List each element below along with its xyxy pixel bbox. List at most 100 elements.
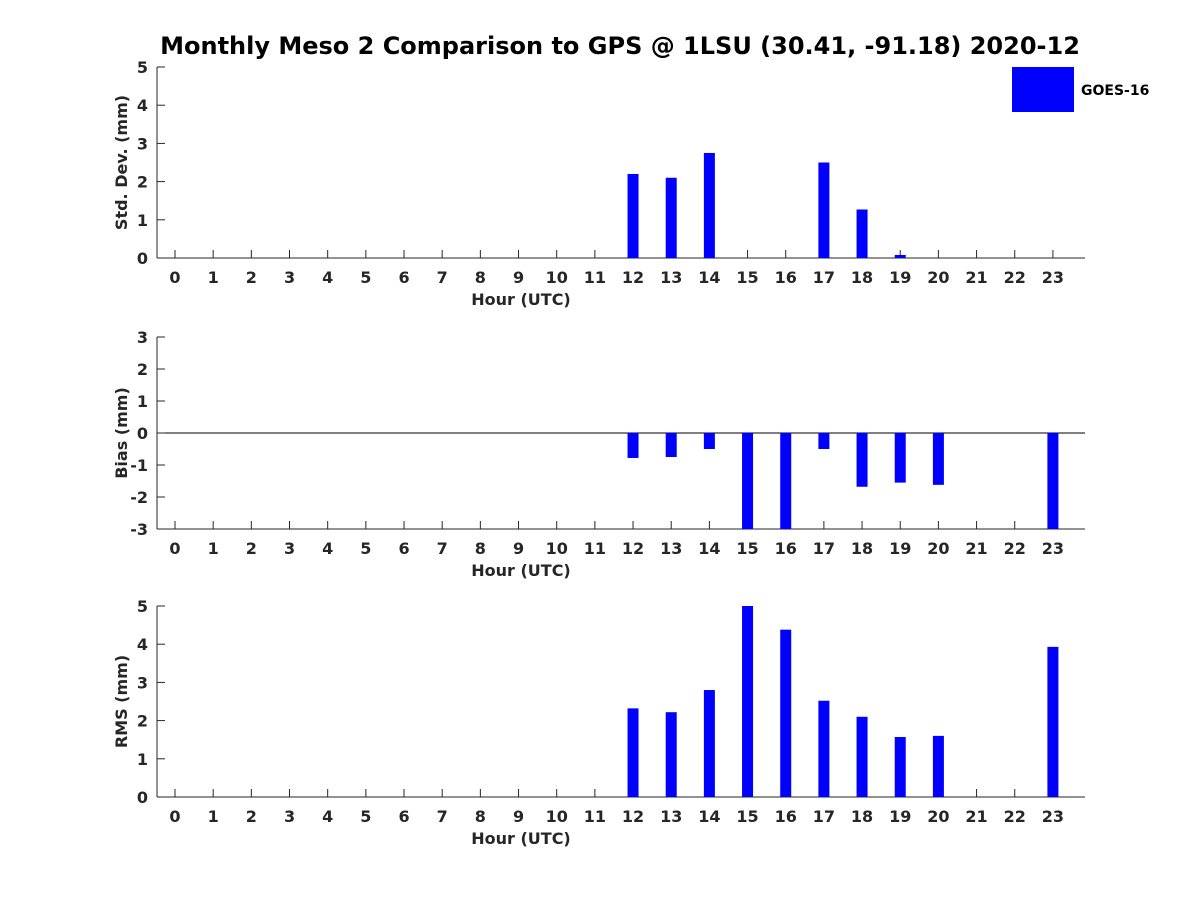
y-tick-label: 2 <box>137 360 148 379</box>
bar-hour-15 <box>742 433 754 529</box>
bar-hour-19 <box>894 254 906 258</box>
bar-hour-12 <box>627 173 639 258</box>
x-tick-label: 18 <box>851 268 873 287</box>
x-tick-label: 16 <box>775 539 797 558</box>
x-tick-label: 16 <box>775 807 797 826</box>
bar-hour-12 <box>627 708 639 797</box>
x-tick-label: 9 <box>513 807 524 826</box>
bar-hour-13 <box>665 712 677 797</box>
x-tick-label: 14 <box>698 807 720 826</box>
x-tick-label: 6 <box>398 268 409 287</box>
legend-label: GOES-16 <box>1081 83 1149 99</box>
y-tick-label: 0 <box>137 249 148 268</box>
bar-hour-19 <box>894 737 906 797</box>
x-tick-label: 0 <box>169 268 180 287</box>
x-tick-label: 13 <box>660 807 682 826</box>
x-tick-label: 5 <box>360 539 371 558</box>
bar-hour-18 <box>856 716 868 797</box>
bar-hour-16 <box>780 629 792 797</box>
y-tick-label: 5 <box>137 58 148 77</box>
x-tick-label: 22 <box>1004 807 1026 826</box>
y-tick-label: 5 <box>137 597 148 616</box>
y-axis-label: Std. Dev. (mm) <box>112 95 131 230</box>
x-tick-label: 10 <box>546 807 568 826</box>
x-tick-label: 14 <box>698 539 720 558</box>
x-axis-label: Hour (UTC) <box>471 290 571 309</box>
y-axis-label: RMS (mm) <box>112 655 131 748</box>
x-tick-label: 20 <box>927 539 949 558</box>
x-tick-label: 6 <box>398 539 409 558</box>
y-tick-label: -2 <box>130 488 148 507</box>
y-tick-label: 1 <box>137 211 148 230</box>
x-tick-label: 17 <box>813 539 835 558</box>
x-tick-label: 11 <box>584 539 606 558</box>
x-tick-label: 13 <box>660 268 682 287</box>
bar-hour-17 <box>818 700 830 797</box>
y-tick-label: 3 <box>137 673 148 692</box>
x-axis-label: Hour (UTC) <box>471 829 571 848</box>
x-tick-label: 3 <box>284 807 295 826</box>
x-tick-label: 4 <box>322 268 333 287</box>
y-tick-label: -3 <box>130 520 148 539</box>
x-tick-label: 17 <box>813 807 835 826</box>
y-tick-label: 2 <box>137 712 148 731</box>
x-tick-label: 8 <box>475 268 486 287</box>
y-tick-label: 0 <box>137 424 148 443</box>
x-tick-label: 10 <box>546 268 568 287</box>
y-tick-label: 3 <box>137 134 148 153</box>
bar-hour-12 <box>627 433 639 458</box>
y-tick-label: 3 <box>137 328 148 347</box>
x-tick-label: 7 <box>437 539 448 558</box>
x-tick-label: 9 <box>513 539 524 558</box>
x-tick-label: 21 <box>965 268 987 287</box>
bar-hour-17 <box>818 162 830 258</box>
x-tick-label: 21 <box>965 807 987 826</box>
x-tick-label: 19 <box>889 807 911 826</box>
bar-hour-15 <box>742 606 754 797</box>
y-tick-label: 1 <box>137 750 148 769</box>
bar-hour-14 <box>703 690 715 797</box>
x-tick-label: 20 <box>927 268 949 287</box>
x-tick-label: 3 <box>284 268 295 287</box>
bar-hour-16 <box>780 433 792 529</box>
x-tick-label: 11 <box>584 268 606 287</box>
x-tick-label: 1 <box>208 807 219 826</box>
x-tick-label: 4 <box>322 807 333 826</box>
y-tick-label: -1 <box>130 456 148 475</box>
bar-hour-13 <box>665 433 677 457</box>
x-tick-label: 10 <box>546 539 568 558</box>
x-tick-label: 2 <box>246 539 257 558</box>
x-tick-label: 9 <box>513 268 524 287</box>
x-tick-label: 22 <box>1004 268 1026 287</box>
y-tick-label: 4 <box>137 635 148 654</box>
x-tick-label: 5 <box>360 268 371 287</box>
x-tick-label: 6 <box>398 807 409 826</box>
x-tick-label: 18 <box>851 807 873 826</box>
y-tick-label: 2 <box>137 173 148 192</box>
x-tick-label: 7 <box>437 807 448 826</box>
x-tick-label: 15 <box>736 539 758 558</box>
x-tick-label: 8 <box>475 807 486 826</box>
x-tick-label: 3 <box>284 539 295 558</box>
x-tick-label: 23 <box>1042 539 1064 558</box>
x-tick-label: 1 <box>208 539 219 558</box>
x-tick-label: 12 <box>622 268 644 287</box>
bar-hour-13 <box>665 177 677 258</box>
bar-hour-23 <box>1047 646 1059 797</box>
chart-title: Monthly Meso 2 Comparison to GPS @ 1LSU … <box>160 32 1080 60</box>
x-tick-label: 15 <box>736 268 758 287</box>
x-tick-label: 23 <box>1042 268 1064 287</box>
legend-swatch <box>1012 67 1074 112</box>
bar-hour-14 <box>703 433 715 449</box>
x-tick-label: 16 <box>775 268 797 287</box>
bar-hour-19 <box>894 433 906 483</box>
x-tick-label: 20 <box>927 807 949 826</box>
bar-hour-14 <box>703 152 715 258</box>
bar-hour-17 <box>818 433 830 449</box>
x-tick-label: 5 <box>360 807 371 826</box>
x-tick-label: 1 <box>208 268 219 287</box>
